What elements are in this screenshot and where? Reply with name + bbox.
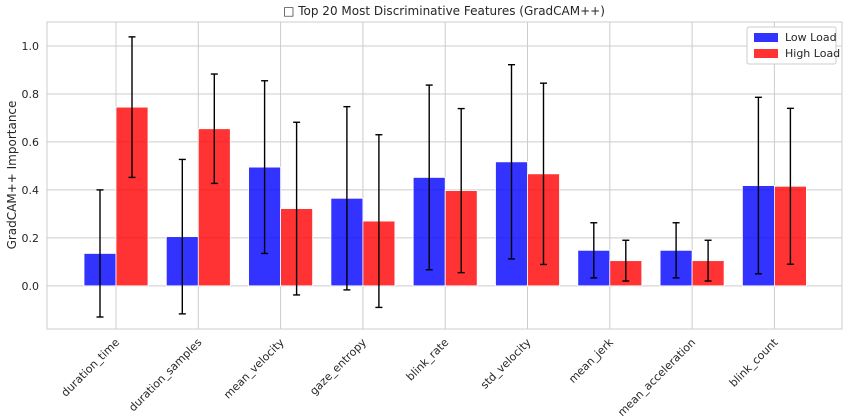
error-bar-low-load-mean-jerk [590, 222, 598, 279]
error-bar-high-load-blink-rate [457, 107, 465, 274]
y-axis-label: GradCAM++ Importance [5, 101, 19, 250]
x-tick-label: duration_samples [126, 336, 204, 414]
y-tick-label: 0.8 [22, 88, 40, 101]
error-bar-low-load-gaze-entropy [343, 105, 351, 291]
error-bar-high-load-gaze-entropy [375, 134, 383, 309]
error-bar-high-load-duration-samples [210, 73, 218, 185]
error-bar-high-load-duration-time [128, 36, 136, 179]
error-bar-low-load-std-velocity [508, 63, 515, 260]
legend-swatch-high-load [754, 49, 778, 58]
y-tick-label: 0.0 [22, 280, 40, 293]
x-tick-label: mean_velocity [221, 336, 287, 402]
x-tick-label: mean_acceleration [615, 336, 698, 419]
error-bar-low-load-duration-time [96, 189, 104, 318]
error-bar-high-load-mean-jerk [622, 239, 630, 282]
error-bar-high-load-std-velocity [540, 82, 547, 266]
legend-swatch-low-load [754, 33, 778, 42]
legend: Low Load High Load [746, 26, 840, 65]
chart-title: □ Top 20 Most Discriminative Features (G… [283, 4, 605, 18]
legend-label-low-load: Low Load [785, 31, 837, 44]
x-tick-label: duration_time [59, 336, 123, 400]
error-bar-low-load-mean-acceleration [672, 222, 680, 279]
x-tick-label: gaze_entropy [307, 336, 369, 398]
y-tick-label: 0.4 [22, 184, 40, 197]
error-bar-high-load-mean-acceleration [704, 239, 712, 282]
x-tick-label: blink_rate [404, 336, 452, 384]
error-bar-low-load-blink-count [754, 96, 762, 275]
x-tick-label: mean_jerk [566, 335, 616, 385]
error-bars [96, 36, 794, 318]
x-tick-label: std_velocity [478, 336, 534, 392]
x-tick-label: blink_count [727, 335, 781, 389]
error-bar-high-load-mean-velocity [293, 121, 301, 296]
error-bar-low-load-duration-samples [178, 158, 186, 315]
y-tick-label: 0.2 [22, 232, 40, 245]
x-axis: duration_time duration_samples mean_veloci… [59, 335, 781, 419]
error-bar-low-load-mean-velocity [261, 80, 269, 255]
error-bar-high-load-blink-count [786, 107, 794, 265]
y-tick-label: 0.6 [22, 136, 40, 149]
legend-label-high-load: High Load [785, 47, 840, 60]
y-axis: 0.0 0.2 0.4 0.6 0.8 1.0 [22, 40, 40, 293]
y-tick-label: 1.0 [22, 40, 40, 53]
error-bar-low-load-blink-rate [425, 84, 433, 271]
